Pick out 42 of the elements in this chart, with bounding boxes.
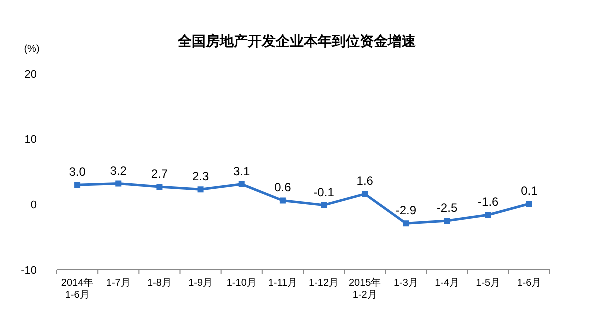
- x-tick-label: 2014年 1-6月: [61, 277, 94, 301]
- point: [526, 201, 532, 208]
- data-label: 2.3: [192, 170, 210, 184]
- point: [280, 198, 286, 204]
- data-label: 2.7: [151, 167, 168, 182]
- chart-title: 全国房地产开发企业本年到位资金增速: [177, 33, 417, 49]
- data-label: -0.1: [314, 185, 335, 200]
- y-tick-label: 20: [24, 68, 37, 81]
- data-label: 3.1: [234, 164, 251, 178]
- data-label: -2.9: [396, 204, 417, 218]
- point: [156, 184, 163, 190]
- point: [321, 202, 328, 208]
- x-tick-label: 1-6月: [517, 278, 542, 289]
- point: [238, 181, 245, 188]
- point: [403, 220, 410, 227]
- x-tick-label: 1-11月: [268, 278, 298, 289]
- y-tick-label: 10: [24, 134, 37, 146]
- point: [362, 191, 368, 198]
- point: [74, 182, 81, 188]
- data-label: 3.0: [69, 165, 86, 180]
- data-label: 0.6: [274, 180, 292, 195]
- point: [444, 218, 450, 224]
- data-label: -2.5: [436, 201, 458, 215]
- y-axis-title: (%): [24, 44, 40, 55]
- x-tick-label: 1-3月: [394, 278, 418, 289]
- data-label: 1.6: [356, 174, 374, 188]
- x-tick-label: 2015年 1-2月: [349, 277, 382, 301]
- x-tick-label: 1-12月: [309, 278, 340, 289]
- x-tick-label: 1-7月: [106, 278, 131, 289]
- x-tick-label: 1-4月: [435, 278, 460, 289]
- x-tick-label: 1-10月: [226, 278, 257, 289]
- point: [116, 180, 122, 187]
- point: [485, 212, 492, 218]
- y-tick-label: -10: [21, 264, 37, 277]
- x-tick-label: 1-9月: [188, 278, 214, 289]
- y-tick-label: 0: [30, 200, 37, 212]
- x-tick-label: 1-8月: [147, 278, 172, 289]
- data-label: 0.1: [521, 184, 538, 198]
- data-label: -1.6: [478, 195, 500, 210]
- x-tick-label: 1-5月: [476, 278, 501, 289]
- point: [198, 186, 204, 193]
- data-label: 3.2: [110, 164, 128, 178]
